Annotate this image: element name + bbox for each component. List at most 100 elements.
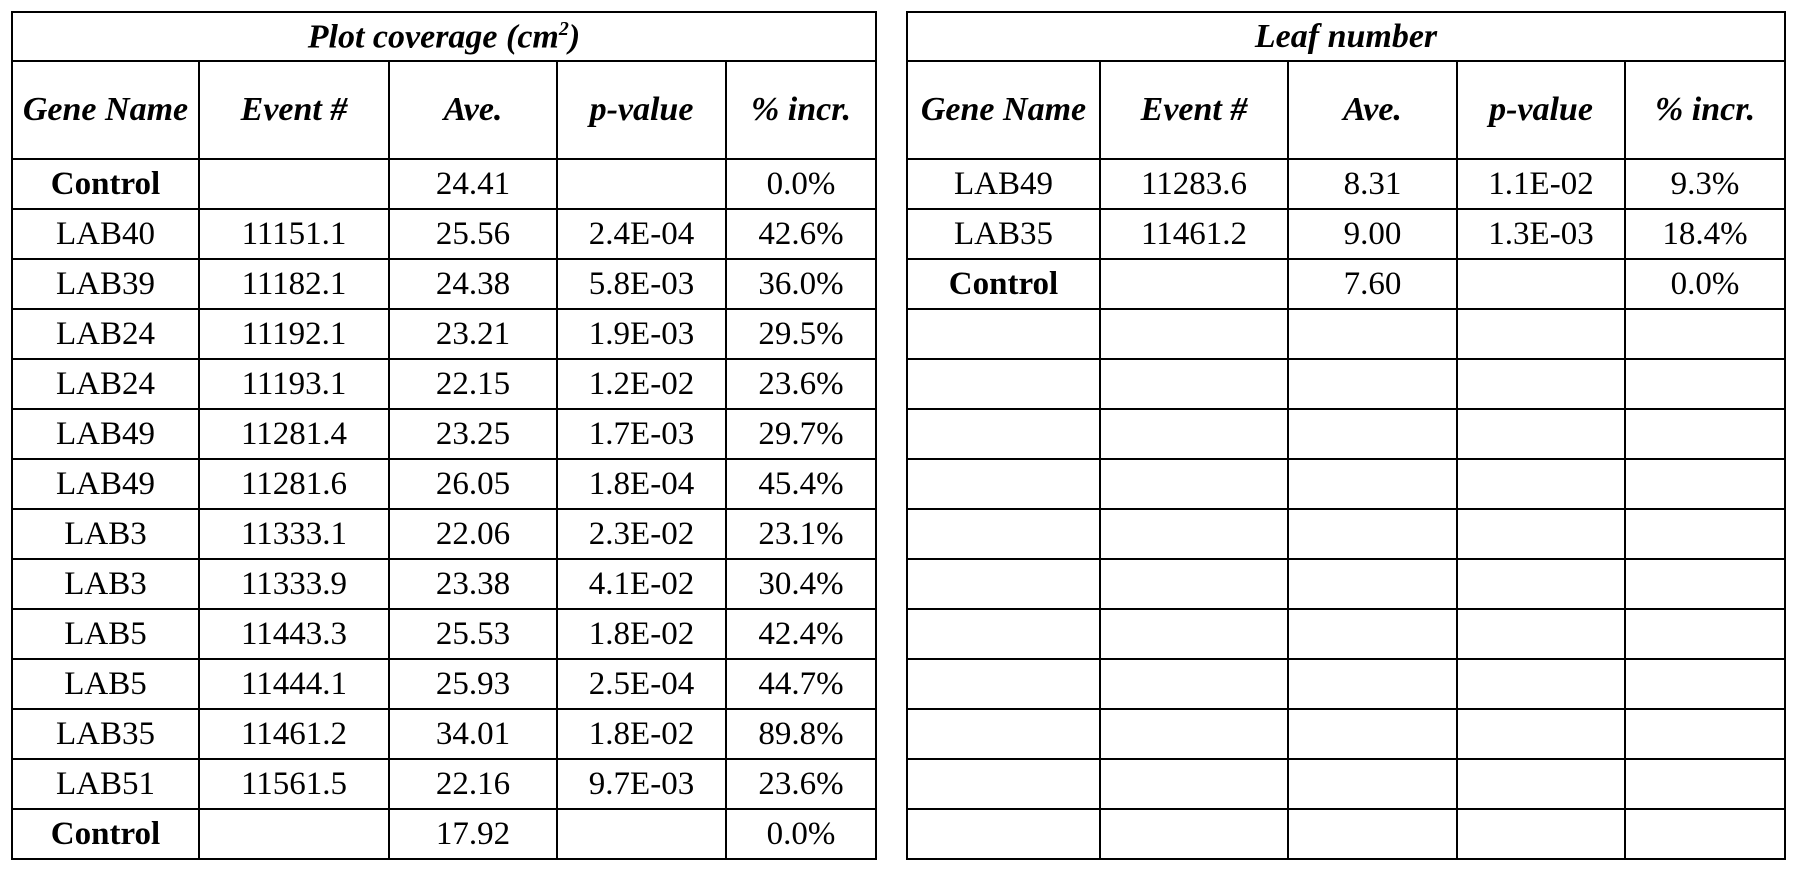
table-row: LAB4911281.626.051.8E-0445.4% — [12, 459, 876, 509]
empty-cell — [1288, 659, 1457, 709]
empty-cell — [557, 809, 726, 859]
table-row: LAB3511461.234.011.8E-0289.8% — [12, 709, 876, 759]
table-cell: 0.0% — [726, 159, 876, 209]
empty-cell — [907, 309, 1100, 359]
column-header: % incr. — [1625, 61, 1785, 159]
empty-cell — [1457, 359, 1625, 409]
empty-cell — [1288, 609, 1457, 659]
table-cell: LAB35 — [907, 209, 1100, 259]
table-cell: LAB24 — [12, 359, 199, 409]
empty-cell — [1100, 459, 1288, 509]
data-table: Plot coverage (cm2)Gene NameEvent #Ave.p… — [11, 11, 877, 860]
empty-cell — [1288, 559, 1457, 609]
empty-cell — [1288, 459, 1457, 509]
table-row: LAB2411193.122.151.2E-0223.6% — [12, 359, 876, 409]
empty-cell — [1625, 709, 1785, 759]
table-cell: 11193.1 — [199, 359, 389, 409]
table-cell: LAB5 — [12, 659, 199, 709]
empty-cell — [1100, 309, 1288, 359]
table-cell: LAB49 — [907, 159, 1100, 209]
table-cell: Control — [907, 259, 1100, 309]
table-title: Plot coverage (cm2) — [12, 12, 876, 61]
table-row: LAB311333.122.062.3E-0223.1% — [12, 509, 876, 559]
empty-cell — [1457, 309, 1625, 359]
table-cell: 11333.1 — [199, 509, 389, 559]
table-cell: 11151.1 — [199, 209, 389, 259]
table-row — [907, 509, 1785, 559]
empty-cell — [1288, 509, 1457, 559]
table-cell: 34.01 — [389, 709, 557, 759]
table-cell: 4.1E-02 — [557, 559, 726, 609]
column-header: Gene Name — [12, 61, 199, 159]
empty-cell — [1625, 409, 1785, 459]
table-cell: LAB35 — [12, 709, 199, 759]
column-header: Event # — [199, 61, 389, 159]
empty-cell — [1625, 309, 1785, 359]
table-cell: 9.7E-03 — [557, 759, 726, 809]
table-cell: 1.8E-04 — [557, 459, 726, 509]
table-cell: 25.93 — [389, 659, 557, 709]
empty-cell — [1100, 709, 1288, 759]
table-row — [907, 659, 1785, 709]
table-cell: 24.41 — [389, 159, 557, 209]
table-cell: 17.92 — [389, 809, 557, 859]
empty-cell — [557, 159, 726, 209]
empty-cell — [1457, 759, 1625, 809]
table-title: Leaf number — [907, 12, 1785, 61]
table-cell: LAB40 — [12, 209, 199, 259]
table-row — [907, 409, 1785, 459]
empty-cell — [1100, 559, 1288, 609]
table-cell: 1.1E-02 — [1457, 159, 1625, 209]
empty-cell — [1625, 559, 1785, 609]
empty-cell — [1288, 409, 1457, 459]
empty-cell — [1100, 759, 1288, 809]
table-cell: 45.4% — [726, 459, 876, 509]
table-cell: 29.5% — [726, 309, 876, 359]
table-row: Control7.600.0% — [907, 259, 1785, 309]
column-header: Event # — [1100, 61, 1288, 159]
table-cell: 9.00 — [1288, 209, 1457, 259]
empty-cell — [1625, 359, 1785, 409]
table-row — [907, 309, 1785, 359]
table-cell: 5.8E-03 — [557, 259, 726, 309]
table-row: LAB511443.325.531.8E-0242.4% — [12, 609, 876, 659]
table-cell: LAB39 — [12, 259, 199, 309]
table-cell: LAB3 — [12, 509, 199, 559]
table-cell: 25.53 — [389, 609, 557, 659]
empty-cell — [1457, 259, 1625, 309]
empty-cell — [907, 709, 1100, 759]
table-cell: 11561.5 — [199, 759, 389, 809]
table-cell: 2.4E-04 — [557, 209, 726, 259]
empty-cell — [1100, 659, 1288, 709]
column-header: Gene Name — [907, 61, 1100, 159]
table-cell: 23.1% — [726, 509, 876, 559]
table-cell: 0.0% — [1625, 259, 1785, 309]
table-row: LAB511444.125.932.5E-0444.7% — [12, 659, 876, 709]
table-cell: 89.8% — [726, 709, 876, 759]
table-row: LAB3511461.29.001.3E-0318.4% — [907, 209, 1785, 259]
table-row: LAB4011151.125.562.4E-0442.6% — [12, 209, 876, 259]
table-row — [907, 759, 1785, 809]
column-header: Ave. — [389, 61, 557, 159]
empty-cell — [1288, 759, 1457, 809]
empty-cell — [907, 809, 1100, 859]
table-cell: 42.6% — [726, 209, 876, 259]
table-cell: 11461.2 — [1100, 209, 1288, 259]
table-cell: 1.8E-02 — [557, 709, 726, 759]
title-row: Plot coverage (cm2) — [12, 12, 876, 61]
title-part: 2 — [559, 18, 569, 40]
table-row — [907, 559, 1785, 609]
empty-cell — [1457, 609, 1625, 659]
table-cell: 26.05 — [389, 459, 557, 509]
table-cell: 18.4% — [1625, 209, 1785, 259]
table-row: LAB4911283.68.311.1E-029.3% — [907, 159, 1785, 209]
empty-cell — [1625, 609, 1785, 659]
table-cell: 11333.9 — [199, 559, 389, 609]
table-cell: 23.21 — [389, 309, 557, 359]
table-cell: 23.6% — [726, 359, 876, 409]
table-row — [907, 609, 1785, 659]
table-cell: 2.3E-02 — [557, 509, 726, 559]
empty-cell — [907, 609, 1100, 659]
title-row: Leaf number — [907, 12, 1785, 61]
table-cell: 9.3% — [1625, 159, 1785, 209]
